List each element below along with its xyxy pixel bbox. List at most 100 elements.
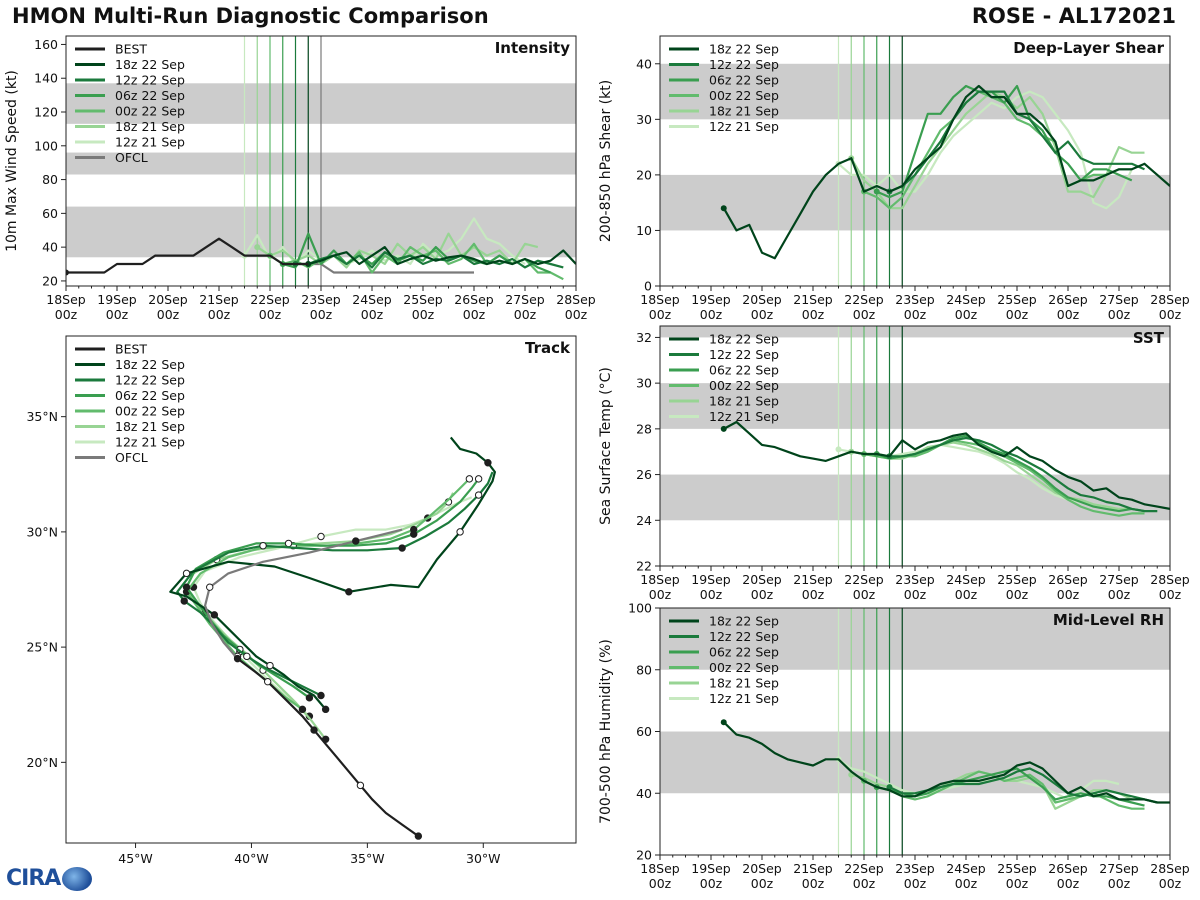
legend-label-12z-21-sep: 12z 21 Sep xyxy=(709,119,779,134)
legend-label-00z-22-sep: 00z 22 Sep xyxy=(115,404,185,419)
track-plot-area xyxy=(169,436,496,840)
shear-xtick-label-hour: 00z xyxy=(649,307,672,322)
shear-xtick-label-hour: 00z xyxy=(1057,307,1080,322)
track-point-18z-22-sep xyxy=(210,611,219,619)
shear-panel-title: Deep-Layer Shear xyxy=(1013,39,1164,57)
intensity-xtick-label-hour: 00z xyxy=(412,307,435,322)
rh-band-0 xyxy=(660,731,1170,794)
intensity-xtick-label-day: 20Sep xyxy=(148,292,188,307)
legend-label-06z-22-sep: 06z 22 Sep xyxy=(709,645,779,660)
shear-xtick-label-day: 27Sep xyxy=(1099,292,1139,307)
sst-xtick-label-hour: 00z xyxy=(904,587,927,602)
shear-band-1 xyxy=(660,63,1170,120)
sst-xtick-label-day: 23Sep xyxy=(895,572,935,587)
shear-xtick-label-hour: 00z xyxy=(853,307,876,322)
track-point-06z-22-sep xyxy=(284,539,293,548)
legend-label-18z-22-sep: 18z 22 Sep xyxy=(709,332,779,347)
shear-xtick-label-day: 21Sep xyxy=(793,292,833,307)
intensity-panel-title: Intensity xyxy=(495,39,571,57)
shear-start-point-18z-22-sep xyxy=(720,205,727,212)
track-ytick-label: 35°N xyxy=(26,409,58,424)
legend-label-12z-22-sep: 12z 22 Sep xyxy=(709,347,779,362)
shear-xtick-label-day: 19Sep xyxy=(691,292,731,307)
intensity-ytick-label: 120 xyxy=(34,105,58,120)
rh-start-point-18z-22-sep xyxy=(720,719,727,726)
intensity-xtick-label-hour: 00z xyxy=(157,307,180,322)
sst-series-12z-22-sep xyxy=(889,436,1158,513)
intensity-xtick-label-hour: 00z xyxy=(208,307,231,322)
sst-ytick-label: 24 xyxy=(636,513,652,528)
rh-xtick-label-day: 22Sep xyxy=(844,861,884,876)
rh-xtick-label-hour: 00z xyxy=(853,876,876,891)
track-point-12z-22-sep xyxy=(317,691,325,700)
intensity-series-18z-21-sep xyxy=(256,232,539,269)
shear-xtick-label-day: 22Sep xyxy=(844,292,884,307)
intensity-xtick-label-day: 28Sep xyxy=(556,292,596,307)
shear-ytick-label: 10 xyxy=(636,223,652,238)
track-point-18z-22-sep xyxy=(266,661,274,670)
track-point-ofcl xyxy=(352,537,360,545)
track-point-best xyxy=(414,832,423,840)
track-xtick-label: 30°W xyxy=(466,851,501,866)
legend-label-18z-22-sep: 18z 22 Sep xyxy=(709,42,779,57)
track-series-12z-22-sep xyxy=(176,471,494,697)
legend-label-06z-22-sep: 06z 22 Sep xyxy=(115,88,185,103)
sst-xtick-label-day: 27Sep xyxy=(1099,572,1139,587)
intensity-xtick-label-day: 23Sep xyxy=(301,292,341,307)
rh-xtick-label-day: 25Sep xyxy=(997,861,1037,876)
shear-ytick-label: 40 xyxy=(636,56,652,71)
track-point-06z-22-sep xyxy=(474,475,483,483)
track-point-18z-22-sep xyxy=(484,459,492,467)
rh-series-12z-22-sep xyxy=(889,767,1158,804)
shear-panel: 01020304018Sep00z19Sep00z20Sep00z21Sep00… xyxy=(598,35,1190,322)
sst-xtick-label-day: 28Sep xyxy=(1150,572,1190,587)
track-point-12z-22-sep xyxy=(259,542,267,550)
intensity-series-best xyxy=(66,237,309,274)
track-point-12z-22-sep xyxy=(474,491,483,499)
legend-label-12z-21-sep: 12z 21 Sep xyxy=(709,691,779,706)
intensity-xtick-label-day: 26Sep xyxy=(454,292,494,307)
shear-ylabel: 200-850 hPa Shear (kt) xyxy=(598,80,614,242)
sst-band-1 xyxy=(660,383,1170,429)
sst-xtick-label-day: 24Sep xyxy=(946,572,986,587)
track-point-12z-22-sep xyxy=(243,652,251,661)
sst-xtick-label-hour: 00z xyxy=(700,587,723,602)
rh-ytick-label: 100 xyxy=(628,601,652,616)
sst-band-0 xyxy=(660,474,1170,521)
sst-xtick-label-hour: 00z xyxy=(1057,587,1080,602)
legend-label-18z-22-sep: 18z 22 Sep xyxy=(709,614,779,629)
intensity-plot-area xyxy=(66,36,576,286)
track-point-ofcl xyxy=(206,583,214,591)
shear-xtick-label-day: 28Sep xyxy=(1150,292,1190,307)
sst-xtick-label-day: 25Sep xyxy=(997,572,1037,587)
legend-label-12z-22-sep: 12z 22 Sep xyxy=(709,57,779,72)
shear-xtick-label-hour: 00z xyxy=(904,307,927,322)
track-ytick-label: 30°N xyxy=(26,524,58,539)
logo-text: CIRA xyxy=(6,866,61,891)
shear-xtick-label-hour: 00z xyxy=(700,307,723,322)
track-xtick-label: 40°W xyxy=(234,851,269,866)
legend-label-06z-22-sep: 06z 22 Sep xyxy=(115,388,185,403)
sst-ylabel: Sea Surface Temp (°C) xyxy=(598,367,614,525)
track-xtick-label: 35°W xyxy=(350,851,385,866)
track-point-best xyxy=(263,677,272,686)
sst-ytick-label: 22 xyxy=(636,559,652,574)
track-point-06z-22-sep xyxy=(182,583,191,591)
intensity-series-18z-22-sep xyxy=(308,246,576,266)
sst-start-point-12z-21-sep xyxy=(835,446,842,453)
intensity-start-point-18z-21-sep xyxy=(254,244,261,251)
track-series-12z-21-sep xyxy=(192,496,473,718)
sst-xtick-label-hour: 00z xyxy=(853,587,876,602)
intensity-xtick-label-hour: 00z xyxy=(463,307,486,322)
track-series-best xyxy=(236,657,420,837)
shear-start-point-06z-22-sep xyxy=(873,188,880,195)
track-frame xyxy=(65,335,577,844)
legend-label-18z-21-sep: 18z 21 Sep xyxy=(115,119,185,134)
track-point-06z-22-sep xyxy=(410,530,418,538)
rh-ytick-label: 40 xyxy=(636,786,652,801)
legend-label-12z-21-sep: 12z 21 Sep xyxy=(115,435,185,450)
shear-ytick-label: 30 xyxy=(636,112,652,127)
intensity-panel: 2040608010012014016018Sep00z19Sep00z20Se… xyxy=(4,35,596,322)
intensity-xtick-label-hour: 00z xyxy=(259,307,282,322)
intensity-series-12z-22-sep xyxy=(295,251,564,269)
